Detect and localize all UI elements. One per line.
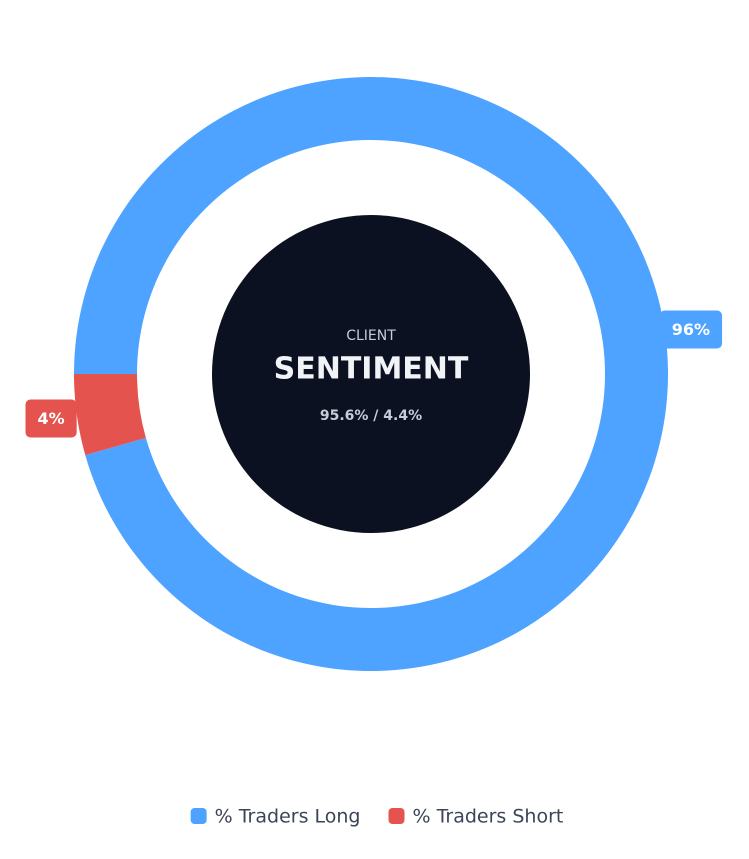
value-label: 4%: [25, 399, 77, 438]
legend-item: % Traders Short: [388, 806, 563, 828]
legend-label: % Traders Short: [412, 806, 563, 828]
value-label: 96%: [659, 310, 723, 349]
value-label-box: [25, 399, 77, 438]
value-label-box: [659, 310, 723, 349]
center-kicker: CLIENT: [346, 328, 396, 344]
value-label-text: 96%: [672, 320, 710, 339]
center-title: SENTIMENT: [274, 352, 469, 387]
legend-label: % Traders Long: [215, 806, 361, 828]
center-disc: [212, 215, 530, 533]
donut-segment: [74, 374, 146, 456]
center-subtitle: 95.6% / 4.4%: [320, 408, 422, 424]
value-label-text: 4%: [37, 409, 64, 428]
legend-swatch: [190, 808, 207, 824]
legend-item: % Traders Long: [190, 806, 361, 828]
legend-swatch: [388, 808, 405, 824]
